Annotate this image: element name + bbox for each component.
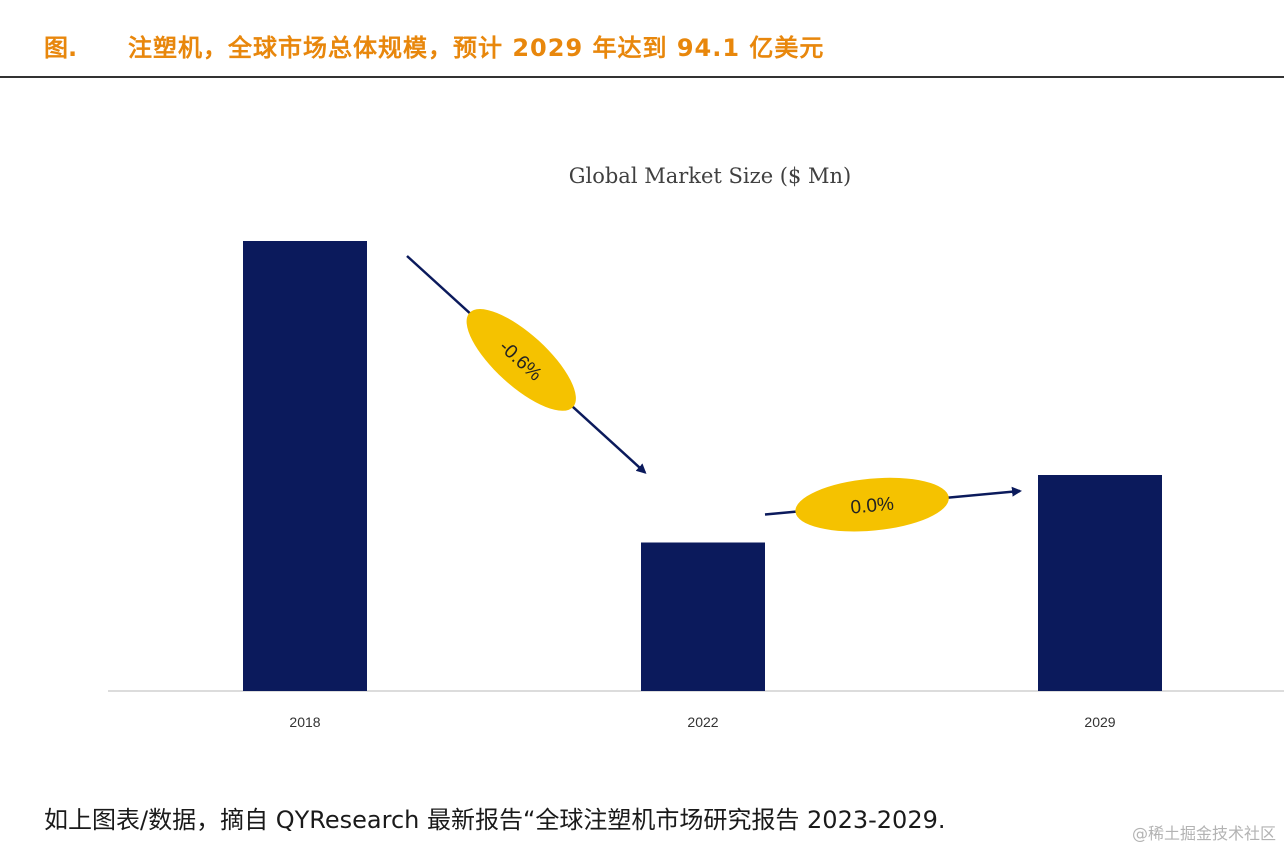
source-caption: 如上图表/数据，摘自 QYResearch 最新报告“全球注塑机市场研究报告 2… <box>44 806 946 834</box>
cagr-badge-2022-2029-ellipse <box>795 477 949 532</box>
x-tick-2022: 2022 <box>687 714 718 730</box>
figure-header: 图. 注塑机，全球市场总体规模，预计 2029 年达到 94.1 亿美元 <box>0 0 1284 78</box>
x-tick-2018: 2018 <box>289 714 320 730</box>
chart-title: Global Market Size ($ Mn) <box>569 164 852 188</box>
cagr-badge-2018-2022-ellipse <box>466 309 576 411</box>
bar-group <box>243 241 1162 691</box>
bar-2018 <box>243 241 367 691</box>
bar-2029 <box>1038 475 1162 691</box>
watermark: @稀土掘金技术社区 <box>1131 824 1276 843</box>
figure-label: 图. <box>44 34 78 62</box>
cagr-badge-2022-2029-label: 0.0% <box>850 494 895 519</box>
x-tick-labels: 2018 2022 2029 <box>289 714 1115 730</box>
x-tick-2029: 2029 <box>1084 714 1115 730</box>
figure-title: 注塑机，全球市场总体规模，预计 2029 年达到 94.1 亿美元 <box>128 34 825 62</box>
cagr-badge-2018-2022: -0.6% <box>466 309 576 411</box>
cagr-annotations: -0.6% 0.0% <box>406 255 1022 532</box>
bar-2022 <box>641 542 765 691</box>
market-size-chart: Global Market Size ($ Mn) 2018 2022 2029 -… <box>108 164 1284 730</box>
cagr-badge-2022-2029: 0.0% <box>795 477 949 532</box>
